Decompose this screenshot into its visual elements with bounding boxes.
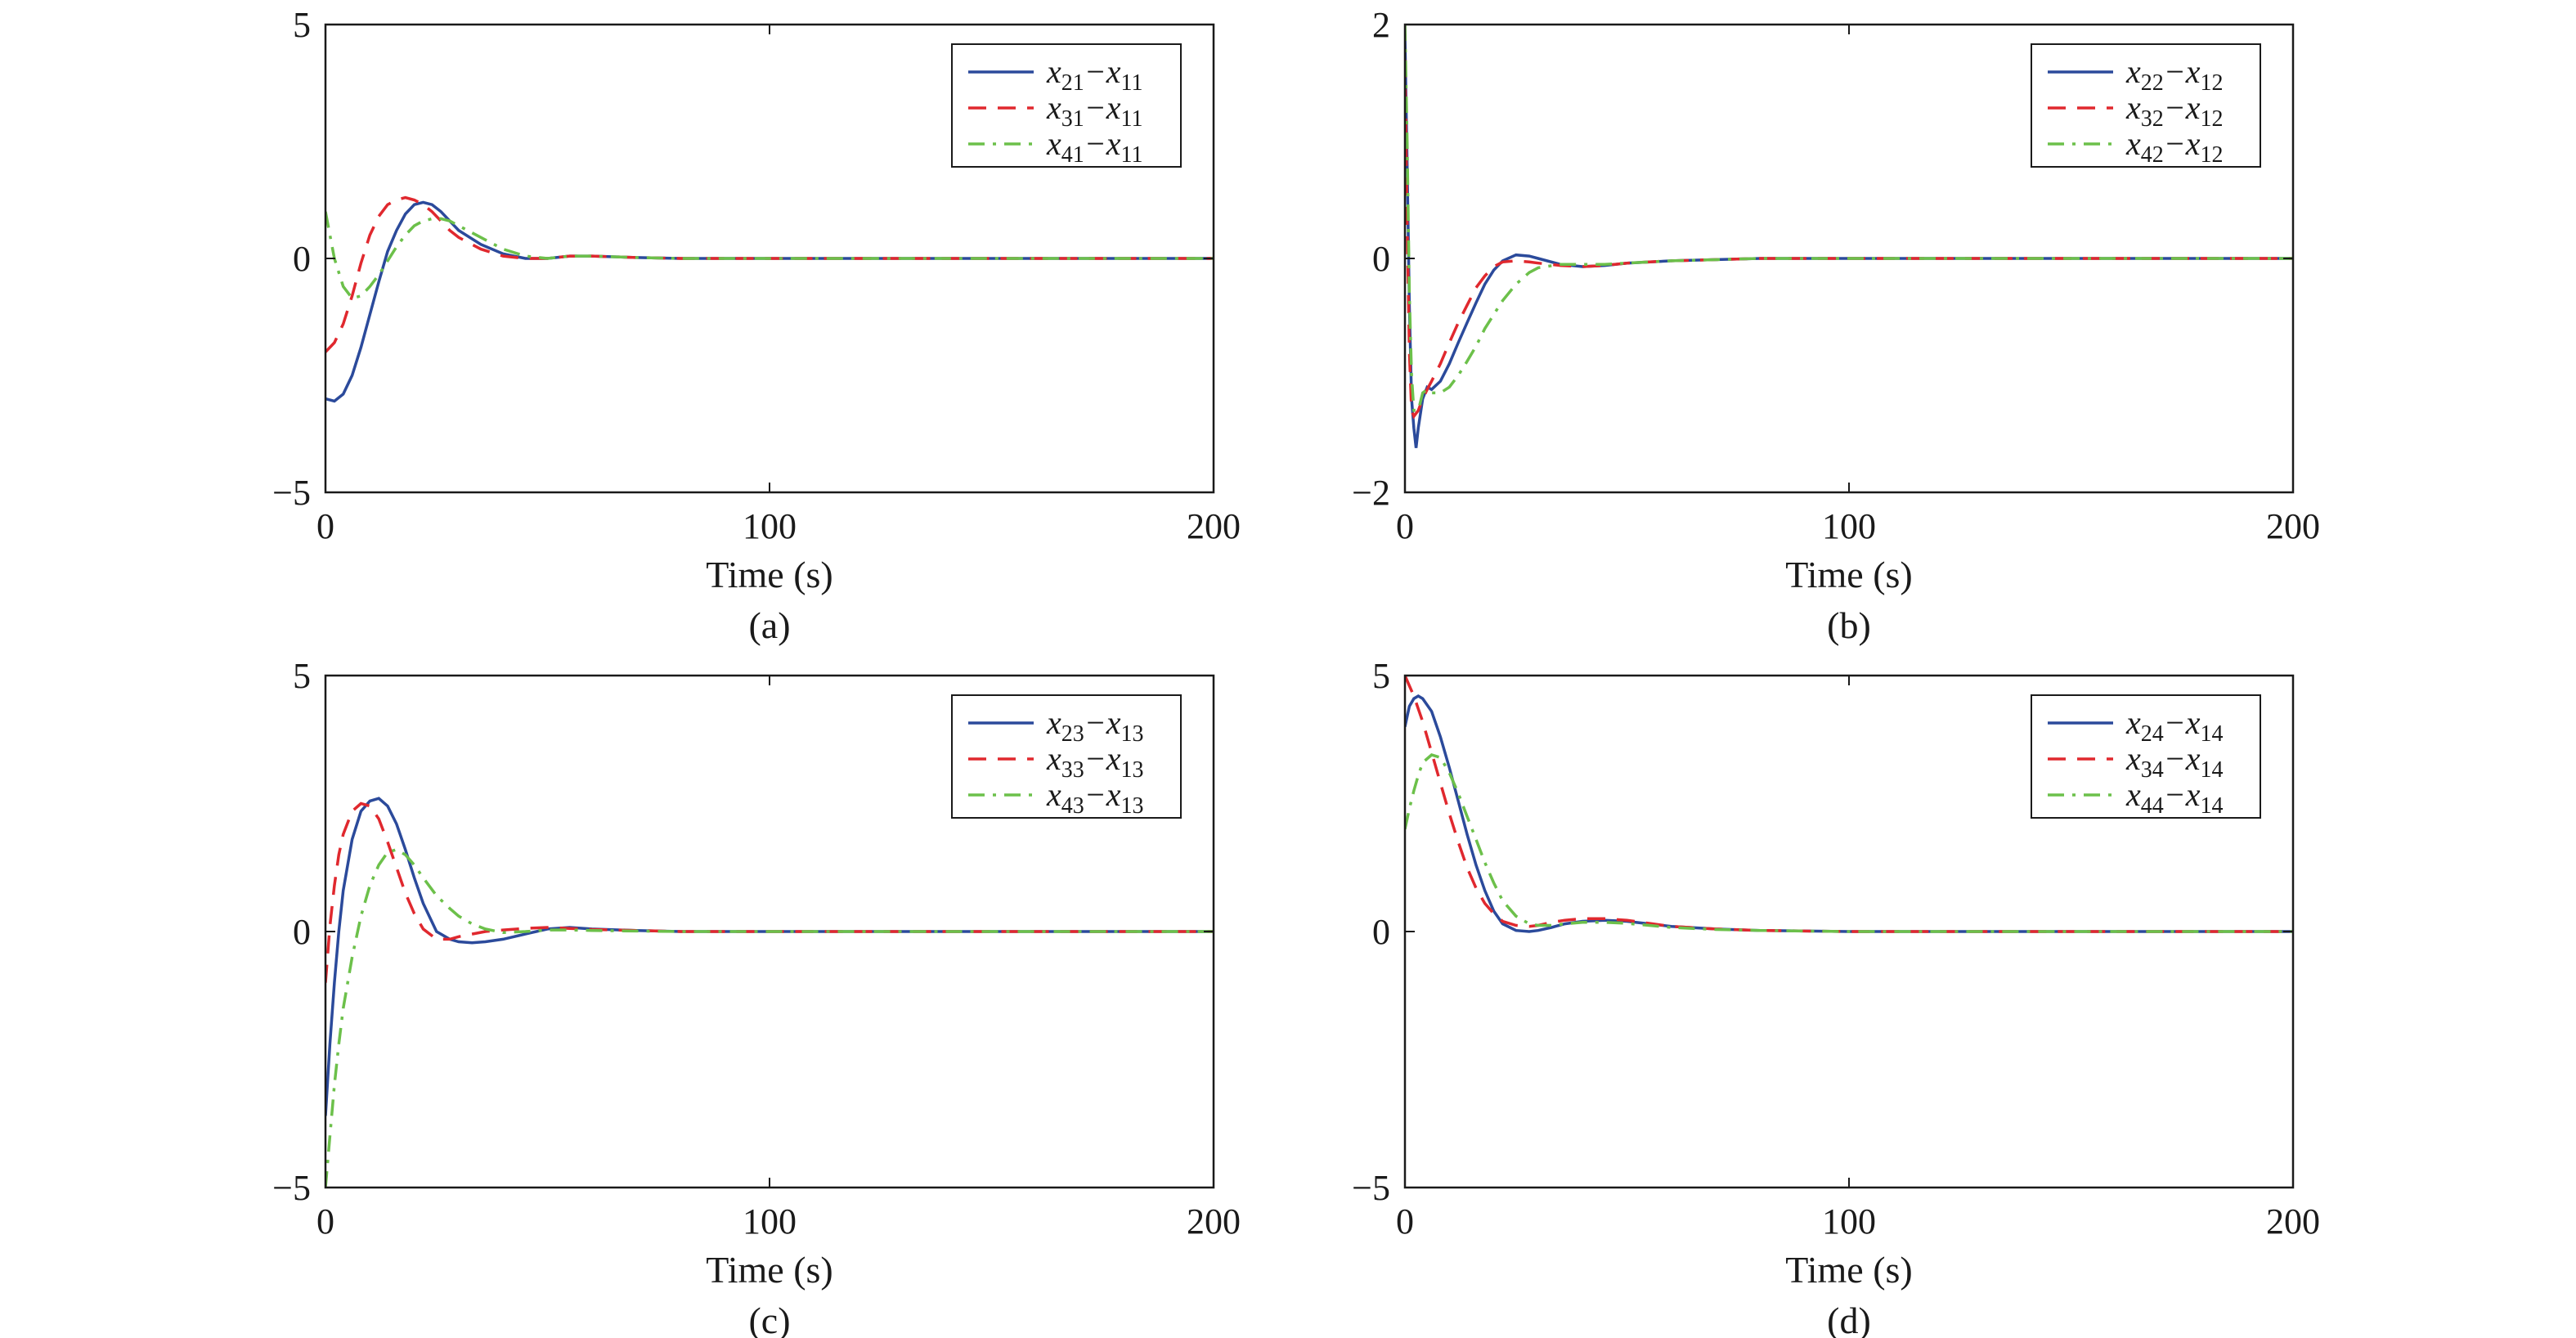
legend-entry: x42−x12 xyxy=(2125,125,2224,168)
y-tick-label: 0 xyxy=(1372,912,1390,952)
panel-caption: (a) xyxy=(748,604,790,646)
x-axis-label: Time (s) xyxy=(1785,554,1913,595)
y-tick-label: 0 xyxy=(1372,239,1390,279)
legend-entry: x44−x14 xyxy=(2125,776,2224,819)
legend-box xyxy=(2031,694,2261,819)
x-tick-label: 0 xyxy=(1396,1201,1414,1241)
x-axis-label: Time (s) xyxy=(706,554,833,595)
series-line-1 xyxy=(325,797,1214,1116)
x-tick-label: 200 xyxy=(1187,1201,1241,1241)
series-line-3 xyxy=(325,847,1214,1188)
x-tick-label: 200 xyxy=(1187,506,1241,546)
legend-entry: x34−x14 xyxy=(2125,740,2224,783)
series-line-1 xyxy=(325,200,1214,403)
legend-box xyxy=(951,43,1182,168)
series-line-3 xyxy=(1405,753,2293,933)
x-tick-label: 200 xyxy=(2266,1201,2320,1241)
series-line-2 xyxy=(325,195,1214,353)
legend-entry: x41−x11 xyxy=(1046,125,1142,168)
x-tick-label: 100 xyxy=(743,1201,797,1241)
y-tick-label: −5 xyxy=(1352,1168,1390,1208)
y-tick-label: 0 xyxy=(293,912,311,952)
legend-entry: x43−x13 xyxy=(1046,776,1144,819)
x-tick-label: 0 xyxy=(316,1201,334,1241)
x-tick-label: 200 xyxy=(2266,506,2320,546)
x-axis-label: Time (s) xyxy=(706,1249,833,1291)
legend-entry: x23−x13 xyxy=(1046,704,1144,747)
legend-entry: x21−x11 xyxy=(1046,53,1142,96)
legend-entry: x22−x12 xyxy=(2125,53,2224,96)
y-tick-label: 0 xyxy=(293,239,311,279)
x-tick-label: 100 xyxy=(743,506,797,546)
x-tick-label: 0 xyxy=(1396,506,1414,546)
y-tick-label: 5 xyxy=(293,656,311,696)
y-tick-label: 5 xyxy=(1372,656,1390,696)
y-tick-label: 2 xyxy=(1372,5,1390,45)
legend-box xyxy=(951,694,1182,819)
y-tick-label: −5 xyxy=(272,473,311,513)
legend-entry: x32−x12 xyxy=(2125,89,2224,132)
legend-entry: x33−x13 xyxy=(1046,740,1144,783)
panel-caption: (d) xyxy=(1827,1300,1871,1338)
legend-box xyxy=(2031,43,2261,168)
series-line-3 xyxy=(325,211,1214,300)
y-tick-label: −5 xyxy=(272,1168,311,1208)
legend-entry: x31−x11 xyxy=(1046,89,1142,132)
x-tick-label: 100 xyxy=(1822,506,1876,546)
legend-entry: x24−x14 xyxy=(2125,704,2224,747)
panel-caption: (c) xyxy=(748,1300,790,1338)
panel-caption: (b) xyxy=(1827,604,1871,646)
x-tick-label: 100 xyxy=(1822,1201,1876,1241)
y-tick-label: −2 xyxy=(1352,473,1390,513)
y-tick-label: 5 xyxy=(293,5,311,45)
series-line-3 xyxy=(1405,25,2293,412)
x-axis-label: Time (s) xyxy=(1785,1249,1913,1291)
series-line-2 xyxy=(325,801,1214,983)
x-tick-label: 0 xyxy=(316,506,334,546)
